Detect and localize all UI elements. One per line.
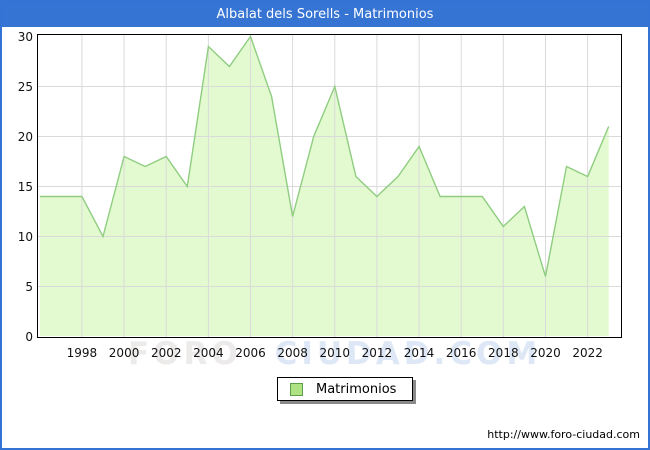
x-tick-label: 2006 (235, 346, 266, 360)
y-tick-label: 0 (25, 329, 33, 344)
x-tick-label: 2022 (572, 346, 603, 360)
y-tick-label: 5 (25, 279, 33, 294)
legend-label: Matrimonios (316, 381, 397, 397)
title-bar: Albalat dels Sorells - Matrimonios (2, 2, 648, 27)
x-tick-label: 2010 (319, 346, 351, 360)
x-tick-label: 1998 (66, 346, 98, 360)
footer-url-link[interactable]: http://www.foro-ciudad.com (487, 428, 640, 441)
legend-swatch (290, 382, 303, 396)
x-tick-label: 2002 (150, 346, 182, 360)
x-tick-label: 2016 (445, 346, 477, 360)
x-tick-label: 2004 (193, 346, 224, 360)
y-tick-label: 20 (17, 129, 33, 144)
y-tick-label: 30 (17, 29, 33, 44)
y-tick-label: 15 (17, 179, 33, 194)
x-tick-label: 2000 (108, 346, 140, 360)
legend-box: Matrimonios (277, 377, 414, 401)
chart-title: Albalat dels Sorells - Matrimonios (216, 7, 434, 22)
area-line (39, 35, 610, 277)
x-tick-label: 2018 (488, 346, 519, 360)
y-tick-label: 10 (17, 229, 33, 244)
x-tick-label: 2012 (361, 346, 393, 360)
x-tick-label: 2014 (403, 346, 435, 360)
y-tick-label: 25 (17, 79, 33, 94)
x-tick-label: 2020 (530, 346, 561, 360)
plot-area (37, 34, 622, 338)
x-tick-label: 2008 (277, 346, 308, 360)
